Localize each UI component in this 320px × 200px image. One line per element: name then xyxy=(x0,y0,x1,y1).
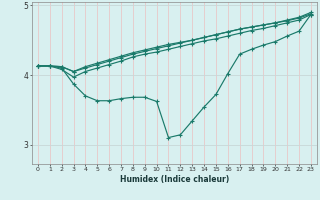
X-axis label: Humidex (Indice chaleur): Humidex (Indice chaleur) xyxy=(120,175,229,184)
